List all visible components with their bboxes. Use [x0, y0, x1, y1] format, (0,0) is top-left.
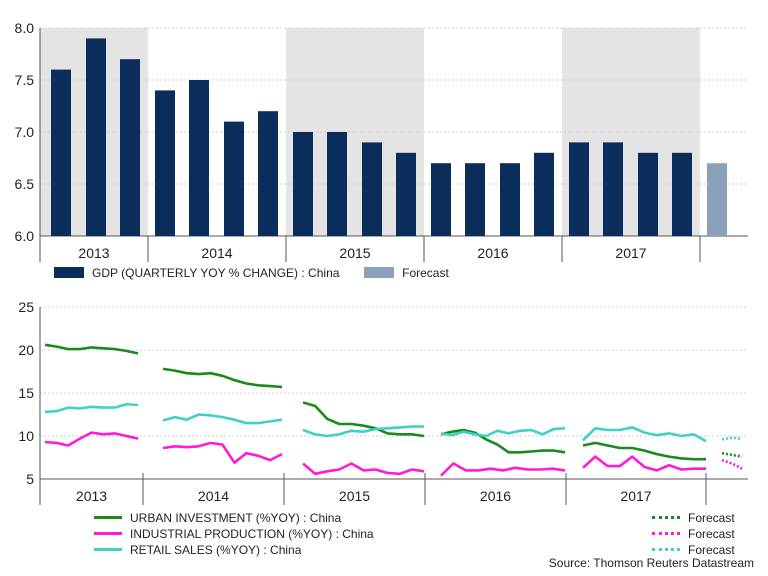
gdp-bar [86, 38, 106, 237]
urban-legend-line [94, 516, 122, 519]
urban-investment-line [44, 343, 139, 355]
retail-forecast-legend-label: Forecast [688, 543, 735, 557]
x-year-label: 2016 [480, 488, 511, 504]
urban-investment-line [162, 367, 283, 389]
top-legend: GDP (QUARTERLY YOY % CHANGE) : China For… [54, 266, 449, 280]
y-tick-label: 5 [26, 471, 34, 487]
y-tick-label: 15 [18, 385, 34, 401]
source-note: Source: Thomson Reuters Datastream [548, 556, 754, 570]
gdp-legend-label: GDP (QUARTERLY YOY % CHANGE) : China [92, 266, 340, 280]
gdp-bar [569, 142, 589, 236]
y-tick-label: 10 [18, 428, 34, 444]
gdp-bar [362, 142, 382, 236]
y-tick-label: 7.5 [15, 72, 35, 88]
y-tick-label: 8.0 [15, 20, 35, 36]
gdp-bar [707, 163, 727, 236]
industrial-production-line [302, 462, 425, 476]
urban-forecast-legend-label: Forecast [688, 511, 735, 525]
bottom-legend: URBAN INVESTMENT (%YOY) : China INDUSTRI… [94, 510, 374, 558]
gdp-bar [293, 132, 313, 236]
industrial-production-line [582, 455, 706, 472]
retail-sales-line [582, 426, 707, 443]
industrial-forecast-legend-label: Forecast [688, 527, 735, 541]
x-year-label: 2017 [615, 245, 646, 261]
x-year-label: 2015 [339, 488, 370, 504]
urban-forecast-line [721, 451, 743, 458]
gdp-bar [431, 163, 451, 236]
industrial-production-line [162, 441, 283, 465]
retail-sales-line [302, 425, 424, 438]
retail-sales-line [44, 402, 139, 414]
gdp-bar [155, 90, 175, 237]
bottom-forecast-legend: Forecast Forecast Forecast [652, 510, 735, 558]
x-year-label: 2013 [76, 488, 107, 504]
retail-forecast-line [721, 436, 743, 441]
urban-investment-line [440, 428, 566, 454]
forecast-legend-label: Forecast [402, 266, 449, 280]
y-tick-label: 20 [18, 342, 34, 358]
gdp-bar [500, 163, 520, 236]
urban-investment-line [302, 401, 425, 438]
x-year-label: 2017 [620, 488, 651, 504]
y-tick-label: 7.0 [15, 124, 35, 140]
industrial-legend-line [94, 532, 122, 535]
industrial-production-line [44, 431, 139, 447]
gdp-bar [603, 142, 623, 236]
industrial-forecast-legend-line [652, 532, 680, 535]
urban-forecast-legend-line [652, 516, 680, 519]
retail-legend-label: RETAIL SALES (%YOY) : China [130, 543, 302, 557]
gdp-bar [638, 152, 658, 236]
y-tick-label: 25 [18, 299, 34, 315]
gdp-bar [189, 80, 209, 236]
urban-legend-label: URBAN INVESTMENT (%YOY) : China [130, 511, 342, 525]
gdp-bar [120, 59, 140, 237]
gdp-bar [258, 111, 278, 236]
x-year-label: 2016 [477, 245, 508, 261]
gdp-legend-swatch [54, 267, 84, 278]
retail-sales-line [440, 427, 566, 438]
retail-sales-line [162, 413, 283, 425]
retail-forecast-legend-line [652, 548, 680, 551]
y-tick-label: 6.5 [15, 176, 35, 192]
x-year-label: 2015 [339, 245, 370, 261]
forecast-legend-swatch [364, 267, 395, 278]
x-year-label: 2014 [198, 488, 229, 504]
gdp-bar [465, 163, 485, 236]
gdp-bar [224, 121, 244, 236]
industrial-forecast-line [721, 458, 743, 470]
y-tick-label: 6.0 [15, 228, 35, 244]
urban-investment-line [582, 441, 706, 461]
industrial-legend-label: INDUSTRIAL PRODUCTION (%YOY) : China [130, 527, 374, 541]
gdp-bar [672, 152, 692, 236]
gdp-bar [534, 152, 554, 236]
gdp-bar [396, 152, 416, 236]
gdp-bar [51, 69, 71, 236]
industrial-production-line [440, 462, 566, 477]
retail-legend-line [94, 548, 122, 551]
x-year-label: 2013 [78, 245, 109, 261]
gdp-bar [327, 132, 347, 236]
x-year-label: 2014 [201, 245, 232, 261]
